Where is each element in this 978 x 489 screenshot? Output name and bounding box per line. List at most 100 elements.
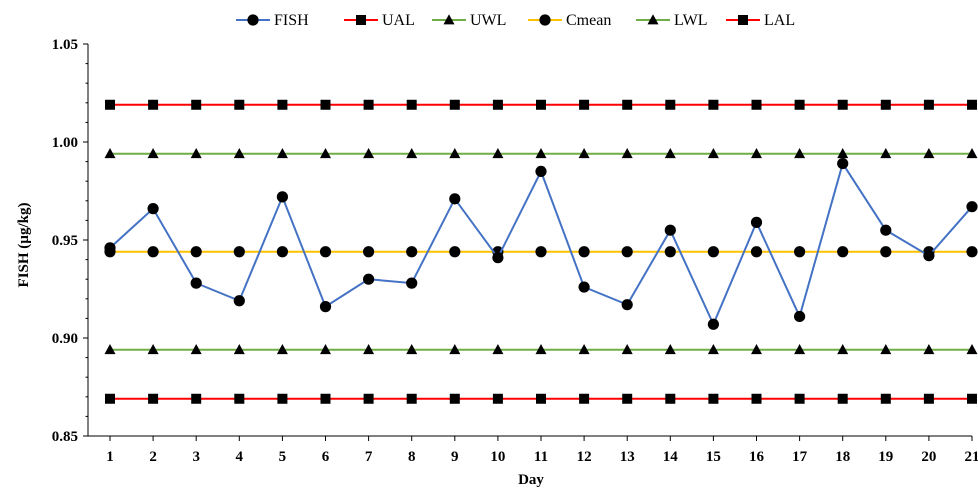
legend-label-fish: FISH: [274, 12, 309, 29]
point-cmean: [578, 246, 590, 258]
point-ual: [105, 99, 115, 110]
legend-item-lwl: LWL: [636, 12, 707, 29]
x-tick-label: 18: [835, 449, 850, 465]
legend-item-lal: LAL: [726, 12, 795, 29]
point-lwl: [147, 344, 159, 355]
point-fish: [794, 310, 806, 323]
point-ual: [492, 99, 503, 110]
point-uwl: [923, 148, 935, 159]
point-ual: [751, 99, 762, 110]
point-lwl: [492, 344, 504, 355]
point-lwl: [578, 344, 590, 355]
point-cmean: [276, 246, 288, 258]
point-lal: [148, 393, 159, 404]
point-lwl: [363, 344, 375, 355]
point-fish: [406, 277, 418, 289]
point-ual: [923, 99, 934, 110]
y-tick-label: 0.90: [52, 331, 78, 347]
series-ual: [105, 99, 977, 110]
point-lwl: [794, 344, 806, 355]
x-tick-label: 20: [921, 449, 936, 465]
point-lal: [967, 393, 977, 404]
point-cmean: [319, 246, 332, 258]
point-uwl: [966, 148, 978, 159]
point-fish: [492, 252, 504, 264]
point-lwl: [751, 344, 762, 355]
series-lal: [105, 393, 977, 404]
point-fish: [750, 216, 763, 228]
point-cmean: [363, 246, 375, 258]
legend-marker-cmean: [539, 14, 551, 26]
point-lal: [363, 393, 374, 404]
point-uwl: [794, 148, 806, 159]
legend-item-fish: FISH: [236, 12, 309, 29]
point-uwl: [880, 148, 892, 159]
x-tick-label: 3: [192, 449, 200, 465]
y-tick-label: 0.95: [52, 233, 78, 249]
point-lwl: [104, 344, 116, 355]
point-uwl: [492, 148, 504, 159]
point-uwl: [233, 148, 245, 159]
series-fish: [104, 157, 978, 330]
legend-label-lal: LAL: [764, 12, 795, 29]
x-tick-label: 8: [408, 449, 416, 465]
legend-item-cmean: Cmean: [528, 12, 611, 29]
series-lwl: [104, 344, 978, 355]
point-cmean: [966, 246, 978, 258]
x-tick-label: 15: [706, 449, 721, 465]
legend-marker-ual: [356, 15, 366, 25]
point-cmean: [233, 246, 245, 258]
point-uwl: [320, 148, 331, 159]
y-tick-label: 1.00: [52, 135, 78, 151]
point-ual: [837, 99, 848, 110]
series-uwl: [104, 148, 978, 159]
point-cmean: [406, 246, 418, 258]
point-fish: [535, 165, 547, 177]
point-lal: [449, 393, 460, 404]
x-tick-label: 9: [451, 449, 459, 465]
point-lal: [536, 393, 546, 404]
point-fish: [578, 281, 590, 293]
point-ual: [148, 99, 159, 110]
point-lal: [665, 393, 676, 404]
point-ual: [967, 99, 977, 110]
point-lal: [751, 393, 762, 404]
x-tick-label: 13: [620, 449, 635, 465]
legend-marker-lal: [738, 15, 748, 25]
x-tick-label: 21: [965, 449, 978, 465]
x-tick-label: 7: [365, 449, 373, 465]
point-uwl: [707, 148, 719, 159]
point-cmean: [535, 246, 547, 258]
x-tick-label: 12: [577, 449, 592, 465]
point-ual: [234, 99, 245, 110]
point-fish: [880, 224, 892, 236]
point-uwl: [276, 148, 288, 159]
point-lwl: [190, 344, 202, 355]
legend-label-cmean: Cmean: [566, 12, 611, 29]
y-axis-title: FISH (µg/kg): [16, 203, 32, 288]
point-lal: [492, 393, 503, 404]
point-cmean: [880, 246, 892, 258]
point-uwl: [837, 148, 849, 159]
x-tick-label: 14: [663, 449, 679, 465]
legend-marker-uwl: [443, 14, 455, 25]
point-fish: [319, 301, 332, 313]
point-lal: [837, 393, 848, 404]
legend-label-lwl: LWL: [674, 12, 707, 29]
point-ual: [449, 99, 460, 110]
point-ual: [536, 99, 546, 110]
point-cmean: [794, 246, 806, 258]
point-lwl: [837, 344, 849, 355]
point-fish: [966, 201, 978, 213]
x-tick-label: 6: [322, 449, 330, 465]
point-uwl: [363, 148, 375, 159]
point-fish: [363, 273, 375, 285]
point-ual: [191, 99, 202, 110]
point-cmean: [621, 246, 633, 258]
point-lwl: [707, 344, 719, 355]
point-uwl: [578, 148, 590, 159]
legend: FISH UAL UWL Cmean LWL LAL: [236, 12, 795, 29]
point-uwl: [621, 148, 633, 159]
point-fish: [190, 277, 202, 289]
